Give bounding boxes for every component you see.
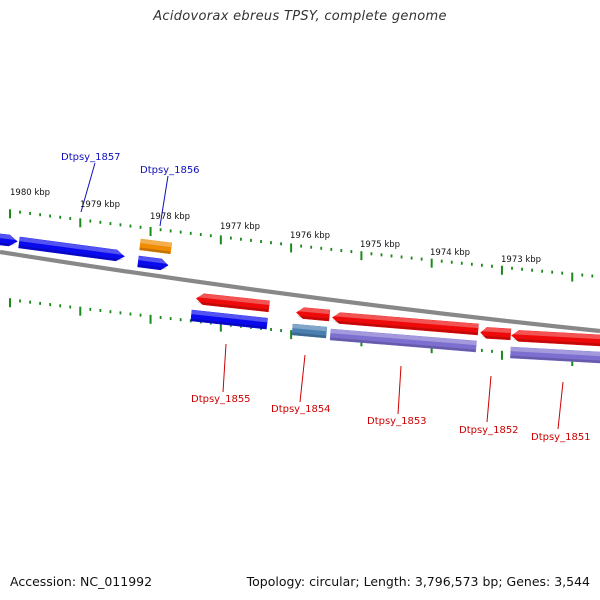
gene-box-dtpsy-1853-shade: [330, 337, 476, 352]
gene-arrow-dtpsy-1856-shine: [138, 256, 169, 265]
gene-arrow-left-edge: [0, 232, 18, 247]
gene-arrow-dtpsy-1857: [18, 236, 125, 262]
gene-box-orange-body: [139, 238, 173, 255]
gene-arrow-dtpsy-1856: [137, 255, 169, 271]
gene-label-dtpsy-1852: Dtpsy_1852: [459, 425, 519, 436]
gene-arrow-minus-c-shade: [332, 320, 478, 335]
gene-arrow-dtpsy-1857-shine: [19, 237, 125, 256]
gene-arrow-minus-c-body: [332, 312, 479, 336]
leader-dtpsy-1854: [299, 354, 306, 403]
leader-dtpsy-1855: [222, 343, 227, 393]
gene-arrow-minus-a-body: [196, 293, 270, 313]
gene-features: [0, 232, 600, 364]
tick-label-1977: 1977 kbp: [220, 222, 260, 232]
gene-box-dtpsy-1851-shine: [510, 347, 600, 357]
gene-arrow-dtpsy-1855: [190, 309, 268, 330]
gene-arrow-minus-a-shade: [196, 301, 269, 312]
gene-arrow-dtpsy-1855-shade: [190, 318, 267, 330]
gene-box-dtpsy-1854-body: [291, 323, 328, 339]
gene-arrow-dtpsy-1852-body: [480, 327, 512, 341]
tick-label-1974: 1974 kbp: [430, 248, 470, 258]
gene-arrow-minus-a: [196, 293, 270, 313]
gene-arrow-minus-b-body: [296, 307, 331, 322]
tick-label-1980: 1980 kbp: [10, 188, 50, 198]
gene-box-orange-shade: [139, 247, 171, 254]
gene-box-orange-shine: [140, 239, 172, 248]
gene-arrow-minus-d-body: [511, 330, 600, 347]
gene-box-dtpsy-1851: [510, 346, 600, 364]
gene-box-dtpsy-1854: [291, 323, 328, 339]
genome-backbone: [0, 249, 600, 334]
tick-label-1973: 1973 kbp: [501, 255, 541, 265]
gene-arrow-minus-c-shine: [332, 312, 479, 329]
gene-label-dtpsy-1856: Dtpsy_1856: [140, 165, 200, 176]
gene-label-leaders: [80, 162, 564, 430]
gene-label-dtpsy-1853: Dtpsy_1853: [367, 416, 427, 427]
map-title: Acidovorax ebreus TPSY, complete genome: [153, 9, 447, 24]
gene-arrow-dtpsy-1855-shine: [191, 310, 268, 323]
gene-arrow-dtpsy-1852: [480, 327, 512, 341]
gene-arrow-left-edge-body: [0, 232, 18, 247]
gene-arrow-left-edge-shine: [0, 233, 18, 241]
gene-box-dtpsy-1853-shine: [330, 329, 477, 346]
gene-arrow-left-edge-shade: [0, 241, 17, 246]
tick-label-1976: 1976 kbp: [290, 231, 330, 241]
gene-arrow-dtpsy-1855-body: [190, 309, 268, 330]
tick-label-1979: 1979 kbp: [80, 200, 120, 210]
gene-box-orange: [139, 238, 173, 255]
gene-arrow-dtpsy-1857-shade: [18, 245, 124, 261]
gene-arrow-minus-d-shade: [511, 338, 600, 347]
gene-label-dtpsy-1851: Dtpsy_1851: [531, 432, 591, 443]
leader-dtpsy-1853: [397, 365, 402, 415]
leader-dtpsy-1851: [557, 381, 564, 430]
genome-summary-text: Topology: circular; Length: 3,796,573 bp…: [246, 574, 590, 589]
gene-arrow-minus-d-shine: [511, 330, 600, 340]
gene-arrow-minus-b: [296, 307, 331, 322]
leader-dtpsy-1857: [80, 162, 96, 213]
gene-box-dtpsy-1854-shine: [292, 324, 327, 332]
gene-arrow-minus-b-shade: [296, 315, 330, 321]
gene-box-dtpsy-1853-body: [329, 328, 477, 353]
tick-label-1975: 1975 kbp: [360, 240, 400, 250]
tick-label-1978: 1978 kbp: [150, 212, 190, 222]
leader-dtpsy-1852: [486, 375, 492, 423]
gene-label-dtpsy-1857: Dtpsy_1857: [61, 152, 121, 163]
gene-arrow-minus-b-shine: [296, 307, 330, 315]
gene-arrow-minus-c: [332, 312, 479, 336]
gene-label-dtpsy-1855: Dtpsy_1855: [191, 394, 251, 405]
gene-box-dtpsy-1853: [329, 328, 477, 353]
gene-box-dtpsy-1854-shade: [292, 332, 327, 339]
gene-arrow-dtpsy-1856-body: [137, 255, 169, 271]
gene-box-dtpsy-1851-shade: [510, 355, 600, 364]
gene-arrow-dtpsy-1852-shine: [480, 327, 511, 334]
gene-arrow-dtpsy-1857-body: [18, 236, 125, 262]
gene-box-dtpsy-1851-body: [510, 346, 600, 364]
gene-arrow-minus-d: [511, 330, 600, 347]
gene-label-dtpsy-1854: Dtpsy_1854: [271, 404, 331, 415]
gene-arrow-dtpsy-1852-shade: [480, 335, 511, 340]
accession-text: Accession: NC_011992: [10, 574, 153, 589]
leader-dtpsy-1856: [159, 175, 169, 227]
gene-arrow-minus-a-shine: [196, 293, 270, 306]
gene-arrow-dtpsy-1856-shade: [137, 264, 168, 270]
